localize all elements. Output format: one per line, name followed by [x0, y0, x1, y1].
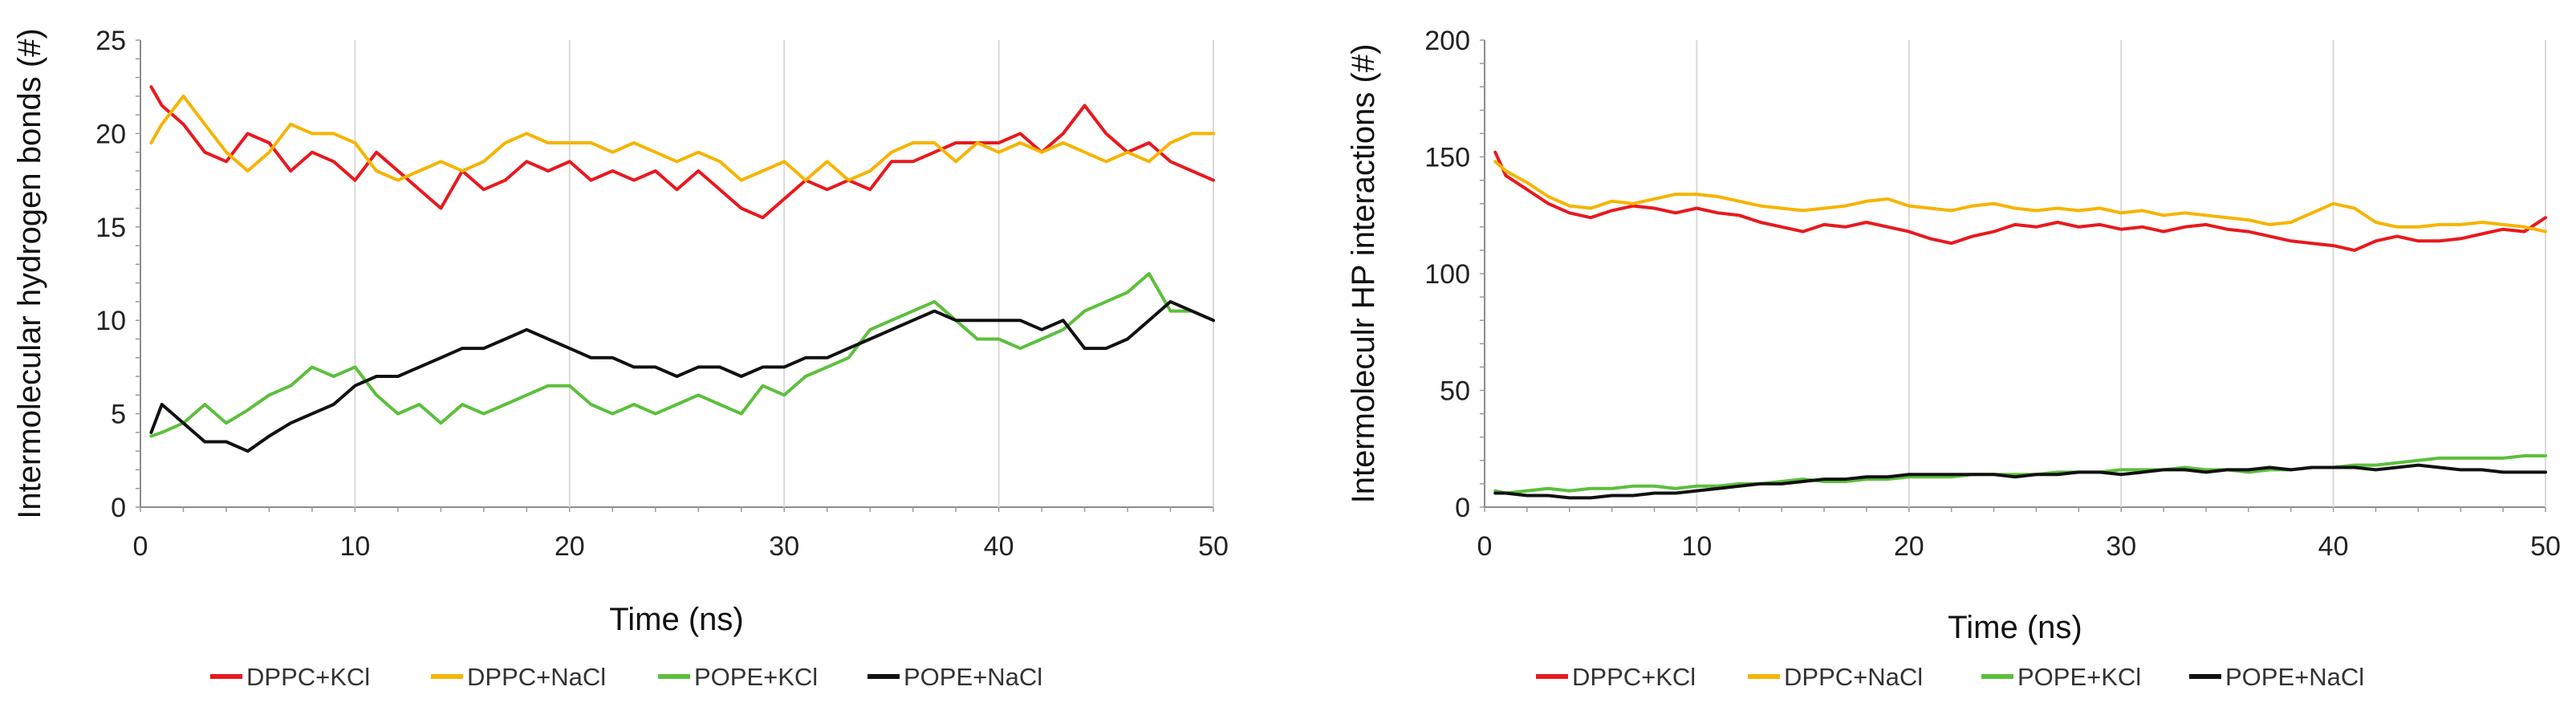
series-line-pope-nacl: [149, 299, 1215, 453]
y-tick-label: 200: [1424, 26, 1470, 56]
legend-label: POPE+KCl: [694, 663, 818, 691]
legend: DPPC+KCl DPPC+NaCl POPE+KCl POPE+NaCl: [1536, 663, 2364, 691]
legend-label: POPE+NaCl: [2225, 663, 2364, 691]
x-tick-label: 0: [133, 531, 148, 562]
legend-item-dppc-kcl: DPPC+KCl: [1536, 663, 1696, 691]
x-tick-label: 20: [555, 531, 585, 562]
y-tick-label: 0: [1455, 493, 1470, 523]
grid-lines: [1696, 40, 2546, 507]
y-tick-label: 10: [95, 306, 126, 336]
x-tick-label: 50: [1198, 531, 1229, 562]
y-tick-label: 15: [95, 213, 126, 243]
legend-label: DPPC+KCl: [246, 663, 370, 691]
y-tick-label: 50: [1440, 376, 1470, 407]
x-axis-label: Time (ns): [1948, 610, 2082, 645]
y-tick-label: 150: [1424, 143, 1470, 173]
y-tick-label: 100: [1424, 259, 1470, 290]
series-lines: [1493, 150, 2547, 500]
series-line-pope-kcl: [149, 272, 1215, 438]
series-lines: [149, 85, 1215, 453]
legend-item-dppc-nacl: DPPC+NaCl: [431, 663, 606, 691]
legend-label: POPE+NaCl: [904, 663, 1042, 691]
x-tick-label: 20: [1894, 531, 1924, 562]
chart-hp-interactions: 0 10 20 30 40 50 0 50 100 150 200 Time (ns) Inter…: [1346, 26, 2561, 645]
legend-item-pope-kcl: POPE+KCl: [658, 663, 818, 691]
legend-item-pope-kcl: POPE+KCl: [1981, 663, 2141, 691]
legend: DPPC+KCl DPPC+NaCl POPE+KCl POPE+NaCl: [210, 663, 1042, 691]
y-tick-label: 0: [111, 493, 126, 523]
y-axis-label: Intermolecular hydrogen bonds (#): [12, 28, 47, 518]
y-tick-labels: 0 50 100 150 200: [1424, 26, 1470, 523]
y-tick-label: 25: [95, 26, 126, 56]
legend-label: DPPC+NaCl: [1784, 663, 1923, 691]
y-tick-labels: 0 5 10 15 20 25: [95, 26, 126, 523]
y-tick-label: 5: [111, 400, 126, 430]
series-line-dppc-kcl: [1493, 150, 2547, 252]
series-line-pope-kcl: [1493, 454, 2547, 495]
x-tick-label: 0: [1477, 531, 1493, 562]
x-tick-label: 40: [984, 531, 1014, 562]
legend-item-pope-nacl: POPE+NaCl: [867, 663, 1042, 691]
y-tick-label: 20: [95, 119, 126, 149]
series-line-pope-nacl: [1493, 463, 2547, 500]
y-axis-label: Intermoleculr HP interactions (#): [1346, 44, 1381, 504]
x-tick-label: 30: [769, 531, 799, 562]
series-line-dppc-kcl: [149, 85, 1215, 220]
minor-ticks: [136, 39, 1214, 512]
x-tick-labels: 0 10 20 30 40 50: [1477, 531, 2561, 562]
legend-item-dppc-kcl: DPPC+KCl: [210, 663, 370, 691]
legend-label: POPE+KCl: [2017, 663, 2141, 691]
x-tick-labels: 0 10 20 30 40 50: [133, 531, 1229, 562]
x-tick-label: 30: [2106, 531, 2136, 562]
legend-item-dppc-nacl: DPPC+NaCl: [1748, 663, 1923, 691]
x-tick-label: 10: [1681, 531, 1712, 562]
minor-ticks: [1480, 39, 2546, 512]
legend-label: DPPC+NaCl: [467, 663, 606, 691]
legend-label: DPPC+KCl: [1572, 663, 1696, 691]
x-tick-label: 10: [339, 531, 370, 562]
x-tick-label: 50: [2530, 531, 2561, 562]
chart-hydrogen-bonds: 0 10 20 30 40 50 0 5 10 15 20 25 Time (ns) Intermo…: [12, 26, 1229, 637]
grid-lines: [354, 40, 1214, 507]
series-line-dppc-nacl: [1493, 160, 2547, 234]
x-axis-label: Time (ns): [609, 602, 743, 637]
legend-item-pope-nacl: POPE+NaCl: [2189, 663, 2364, 691]
series-line-dppc-nacl: [149, 94, 1215, 182]
x-tick-label: 40: [2318, 531, 2349, 562]
